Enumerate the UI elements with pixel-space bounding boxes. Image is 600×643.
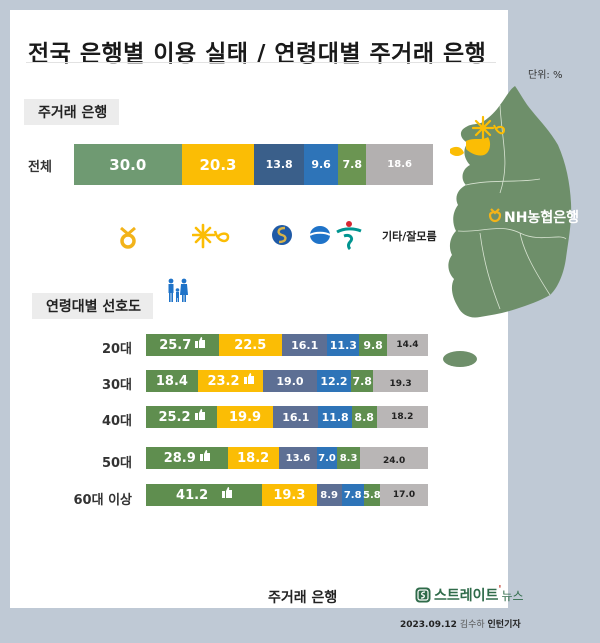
credit-author: 김수하 bbox=[459, 620, 485, 630]
age-row-label-20s: 20대 bbox=[101, 342, 132, 357]
brand-emblem-icon bbox=[415, 587, 431, 603]
seg-woori: 11.3 bbox=[327, 334, 360, 356]
seoul-region bbox=[466, 137, 491, 156]
jeju-island bbox=[443, 351, 477, 367]
seg-other: 17.0 bbox=[380, 484, 428, 506]
age-row-label-60s: 60대 이상 bbox=[73, 493, 133, 508]
korea-map: NH농협은행 bbox=[443, 86, 579, 367]
brand-suffix: 뉴스 bbox=[501, 588, 524, 603]
seg-shinhan: 16.1 bbox=[282, 334, 328, 356]
province-borders bbox=[457, 104, 567, 310]
overall-row-label: 전체 bbox=[28, 160, 52, 175]
title-divider bbox=[26, 62, 496, 63]
nh-map-label: NH농협은행 bbox=[504, 210, 579, 226]
brand-logo: 스트레이트 ' 뉴스 bbox=[415, 584, 524, 605]
seg-woori: 7.8 bbox=[341, 484, 364, 506]
seg-hana: 7.8 bbox=[351, 370, 374, 392]
seg-kb: 19.9 bbox=[217, 406, 274, 428]
seg-woori: 12.2 bbox=[316, 370, 352, 392]
overall-stacked-bar: 30.0 20.3 13.8 9.6 7.8 18.6 bbox=[74, 144, 433, 185]
kb-bank-logo-icon bbox=[192, 223, 230, 249]
thumbs-up-icon bbox=[195, 336, 206, 348]
credit-line: 2023.09.12 김수하 인턴기자 bbox=[400, 617, 521, 630]
thumbs-up-icon bbox=[222, 486, 233, 498]
credit-date: 2023.09.12 bbox=[400, 620, 457, 630]
age-row-label-50s: 50대 bbox=[101, 456, 132, 471]
age-bar-20s: 25.7 22.5 16.1 11.3 9.8 14.4 bbox=[146, 334, 428, 356]
seg-nh: 30.0 bbox=[74, 144, 182, 185]
section-label-age-pref: 연령대별 선호도 bbox=[32, 293, 154, 319]
seg-other: 18.2 bbox=[376, 406, 428, 428]
seg-shinhan: 19.0 bbox=[263, 370, 317, 392]
seg-kb: 19.3 bbox=[262, 484, 317, 506]
woori-bank-logo-icon bbox=[309, 226, 331, 244]
seg-shinhan: 13.6 bbox=[278, 447, 318, 469]
footer-subtitle: 주거래 은행 bbox=[268, 590, 338, 606]
seg-shinhan: 8.9 bbox=[316, 484, 342, 506]
shinhan-bank-logo-icon bbox=[272, 225, 292, 245]
seg-other: 24.0 bbox=[360, 447, 428, 469]
thumbs-up-icon bbox=[194, 408, 205, 420]
section-label-main-bank: 주거래 은행 bbox=[24, 99, 120, 125]
age-bar-50s: 28.9 18.2 13.6 7.0 8.3 24.0 bbox=[146, 447, 428, 469]
unit-label: 단위: % bbox=[528, 70, 563, 81]
seg-hana: 7.8 bbox=[338, 144, 367, 185]
seg-shinhan: 16.1 bbox=[273, 406, 319, 428]
seg-kb: 22.5 bbox=[218, 334, 282, 356]
other-legend-label: 기타/잘모름 bbox=[382, 230, 437, 243]
age-bar-60s: 41.2 19.3 8.9 7.8 5.8 17.0 bbox=[146, 484, 428, 506]
brand-name: 스트레이트 bbox=[434, 588, 499, 604]
seg-woori: 7.0 bbox=[317, 447, 337, 469]
age-bar-40s: 25.2 19.9 16.1 11.8 8.8 18.2 bbox=[146, 406, 428, 428]
age-row-label-30s: 30대 bbox=[101, 378, 132, 393]
seg-nh: 25.7 bbox=[146, 334, 219, 356]
seg-other: 14.4 bbox=[386, 334, 428, 356]
nh-bank-logo-icon bbox=[120, 226, 136, 249]
incheon-region bbox=[450, 146, 464, 156]
seg-woori: 9.6 bbox=[303, 144, 339, 185]
seg-shinhan: 13.8 bbox=[254, 144, 304, 185]
age-row-label-40s: 40대 bbox=[101, 414, 132, 429]
family-icon bbox=[168, 278, 188, 302]
credit-role: 인턴기자 bbox=[487, 620, 521, 630]
seg-other: 19.3 bbox=[373, 370, 428, 392]
seg-nh: 18.4 bbox=[146, 370, 198, 392]
mainland-shape bbox=[448, 86, 572, 318]
thumbs-up-icon bbox=[243, 372, 254, 384]
seg-nh: 25.2 bbox=[146, 406, 217, 428]
seg-nh: 41.2 bbox=[146, 484, 263, 506]
seg-hana: 8.3 bbox=[336, 447, 361, 469]
seg-hana: 9.8 bbox=[359, 334, 387, 356]
age-bar-30s: 18.4 23.2 19.0 12.2 7.8 19.3 bbox=[146, 370, 428, 392]
hana-bank-logo-icon bbox=[336, 221, 362, 250]
seg-kb: 23.2 bbox=[197, 370, 264, 392]
seg-hana: 5.8 bbox=[363, 484, 381, 506]
kb-map-logo bbox=[471, 115, 506, 141]
seg-nh: 28.9 bbox=[146, 447, 228, 469]
seg-other: 18.6 bbox=[366, 144, 433, 185]
nh-map-logo bbox=[488, 208, 502, 223]
seg-hana: 8.8 bbox=[351, 406, 377, 428]
thumbs-up-icon bbox=[199, 449, 210, 461]
seg-kb: 18.2 bbox=[227, 447, 279, 469]
seg-kb: 20.3 bbox=[181, 144, 255, 185]
seg-woori: 11.8 bbox=[318, 406, 352, 428]
